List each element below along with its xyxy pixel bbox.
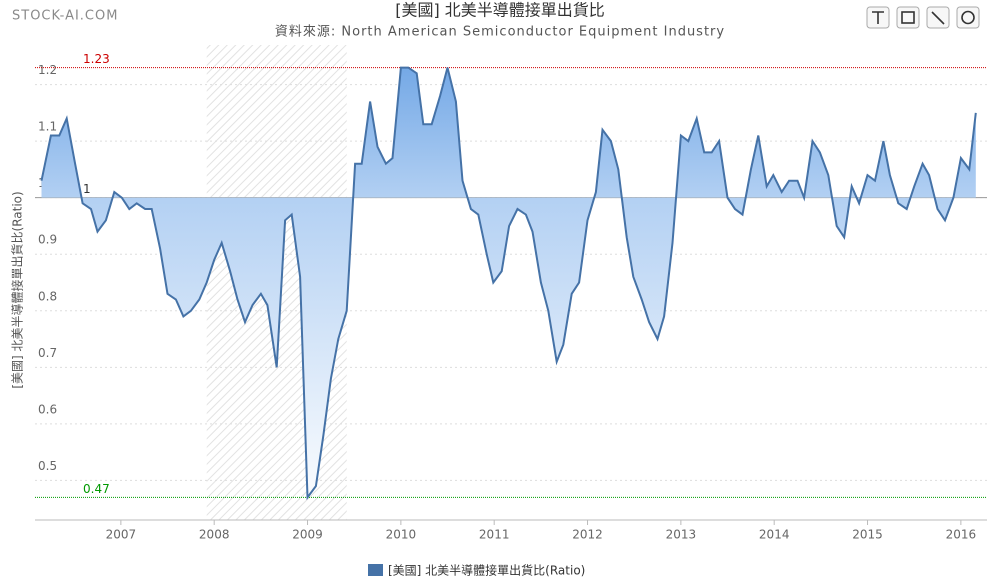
toolbar — [866, 6, 980, 29]
legend-label: [美國] 北美半導體接單出貨比(Ratio) — [388, 563, 585, 578]
reference-label: 1.23 — [83, 52, 110, 66]
x-tick-label: 2016 — [946, 528, 977, 542]
reference-label: 1 — [83, 182, 91, 196]
x-tick-label: 2008 — [199, 528, 230, 542]
x-tick-label: 2011 — [479, 528, 510, 542]
y-tick-label: 0.6 — [38, 402, 57, 416]
legend-swatch — [368, 564, 383, 576]
x-tick-label: 2015 — [852, 528, 883, 542]
circle-tool-button[interactable] — [956, 6, 980, 29]
x-tick-label: 2014 — [759, 528, 790, 542]
legend-item[interactable]: [美國] 北美半導體接單出貨比(Ratio) — [368, 563, 585, 578]
rect-tool-button[interactable] — [896, 6, 920, 29]
y-tick-label: 0.5 — [38, 459, 57, 473]
y-tick-label: 0.8 — [38, 289, 57, 303]
x-tick-label: 2013 — [666, 528, 697, 542]
series-line — [40, 66, 977, 501]
y-tick-label: 0.7 — [38, 346, 57, 360]
reference-label: 0.47 — [83, 482, 110, 496]
text-tool-button[interactable] — [866, 6, 890, 29]
x-tick-label: 2012 — [572, 528, 603, 542]
chart-title: [美國] 北美半導體接單出貨比 — [395, 1, 605, 20]
x-tick-label: 2007 — [106, 528, 137, 542]
x-tick-label: 2010 — [386, 528, 417, 542]
series-area — [41, 67, 976, 498]
y-axis-title: [美國] 北美半導體接單出貨比(Ratio) — [10, 191, 25, 388]
chart-subtitle: 資料來源: North American Semiconductor Equip… — [275, 25, 725, 40]
y-tick-label: 1.2 — [38, 63, 57, 77]
line-tool-button[interactable] — [926, 6, 950, 29]
y-tick-label: 0.9 — [38, 233, 57, 247]
x-tick-label: 2009 — [292, 528, 323, 542]
watermark: STOCK-AI.COM — [12, 9, 118, 24]
y-tick-label: 1.1 — [38, 120, 57, 134]
